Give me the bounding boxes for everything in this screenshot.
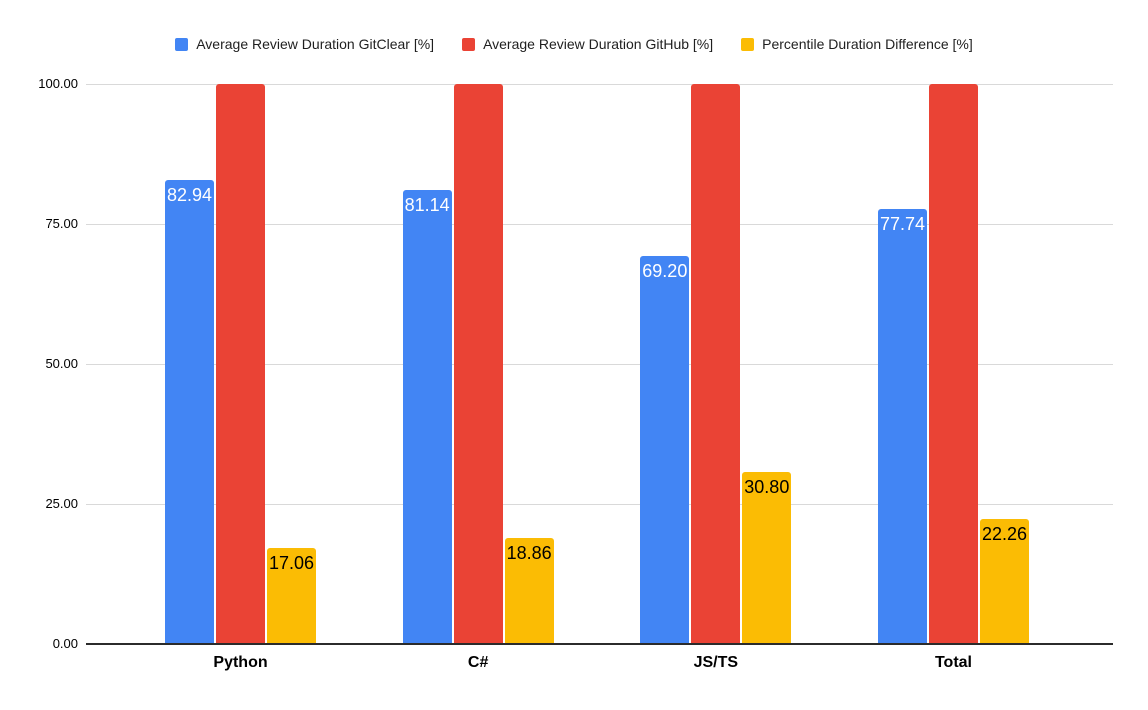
bar-value-label: 18.86 bbox=[506, 543, 552, 564]
x-category-label: JS/TS bbox=[693, 654, 739, 671]
bar-group-total: 77.74 22.26 bbox=[877, 84, 1029, 644]
bar-group-python: 82.94 17.06 bbox=[165, 84, 316, 644]
legend-swatch-icon bbox=[462, 37, 476, 51]
gridline bbox=[86, 364, 1113, 365]
bar-series-2-total: 22.26 bbox=[979, 519, 1029, 644]
bar-group-js-ts: 69.20 30.80 bbox=[640, 84, 792, 644]
bar-series-2-c-: 18.86 bbox=[504, 538, 554, 644]
bar-series-1-js-ts bbox=[691, 84, 741, 644]
bar-group-c-: 81.14 18.86 bbox=[402, 84, 554, 644]
plot-area: 82.94 17.06 81.14 18.86 69.20 30.80 77.74 22.26 bbox=[86, 84, 1113, 645]
bar-series-2-python: 17.06 bbox=[267, 548, 316, 644]
legend-item-1: Average Review Duration GitHub [%] bbox=[462, 36, 713, 52]
bar-series-1-python bbox=[216, 84, 265, 644]
bar-value-label: 69.20 bbox=[642, 261, 688, 282]
gridline bbox=[86, 504, 1113, 505]
bar-series-0-python: 82.94 bbox=[165, 179, 214, 644]
y-tick-label: 25.00 bbox=[45, 496, 78, 511]
legend-swatch-icon bbox=[741, 37, 755, 51]
legend-swatch-icon bbox=[175, 37, 189, 51]
bar-value-label: 81.14 bbox=[404, 194, 450, 215]
x-category-label: C# bbox=[467, 654, 489, 671]
legend-label: Average Review Duration GitHub [%] bbox=[483, 36, 714, 52]
bar-groups: 82.94 17.06 81.14 18.86 69.20 30.80 77.74 22.26 bbox=[86, 84, 1113, 644]
gridline bbox=[86, 84, 1113, 85]
legend-label: Percentile Duration Difference [%] bbox=[762, 36, 973, 52]
y-tick-label: 75.00 bbox=[45, 216, 78, 231]
chart-legend: Average Review Duration GitClear [%] Aver… bbox=[0, 36, 1148, 52]
legend-item-2: Percentile Duration Difference [%] bbox=[741, 36, 973, 52]
bar-series-0-js-ts: 69.20 bbox=[640, 256, 690, 644]
bar-series-2-js-ts: 30.80 bbox=[742, 471, 792, 644]
bar-series-1-total bbox=[928, 84, 978, 644]
bar-value-label: 82.94 bbox=[166, 184, 213, 205]
gridline bbox=[86, 224, 1113, 225]
legend-item-0: Average Review Duration GitClear [%] bbox=[175, 36, 434, 52]
y-tick-label: 0.00 bbox=[52, 636, 78, 651]
bar-series-0-c-: 81.14 bbox=[402, 189, 452, 644]
x-axis-line bbox=[86, 643, 1113, 645]
bar-value-label: 22.26 bbox=[981, 524, 1027, 545]
x-category-label: Python bbox=[213, 654, 268, 671]
bar-value-label: 30.80 bbox=[744, 476, 790, 497]
legend-label: Average Review Duration GitClear [%] bbox=[196, 36, 435, 52]
bar-series-1-c- bbox=[453, 84, 503, 644]
y-tick-label: 100.00 bbox=[38, 76, 78, 91]
y-tick-label: 50.00 bbox=[45, 356, 78, 371]
bar-series-0-total: 77.74 bbox=[877, 208, 927, 644]
bar-value-label: 17.06 bbox=[268, 553, 315, 574]
y-axis-labels: 0.00 25.00 50.00 75.00 100.00 bbox=[0, 0, 78, 710]
bar-value-label: 77.74 bbox=[879, 213, 925, 234]
x-category-label: Total bbox=[934, 654, 972, 671]
x-axis-labels: Python C# JS/TS Total bbox=[86, 654, 1113, 672]
